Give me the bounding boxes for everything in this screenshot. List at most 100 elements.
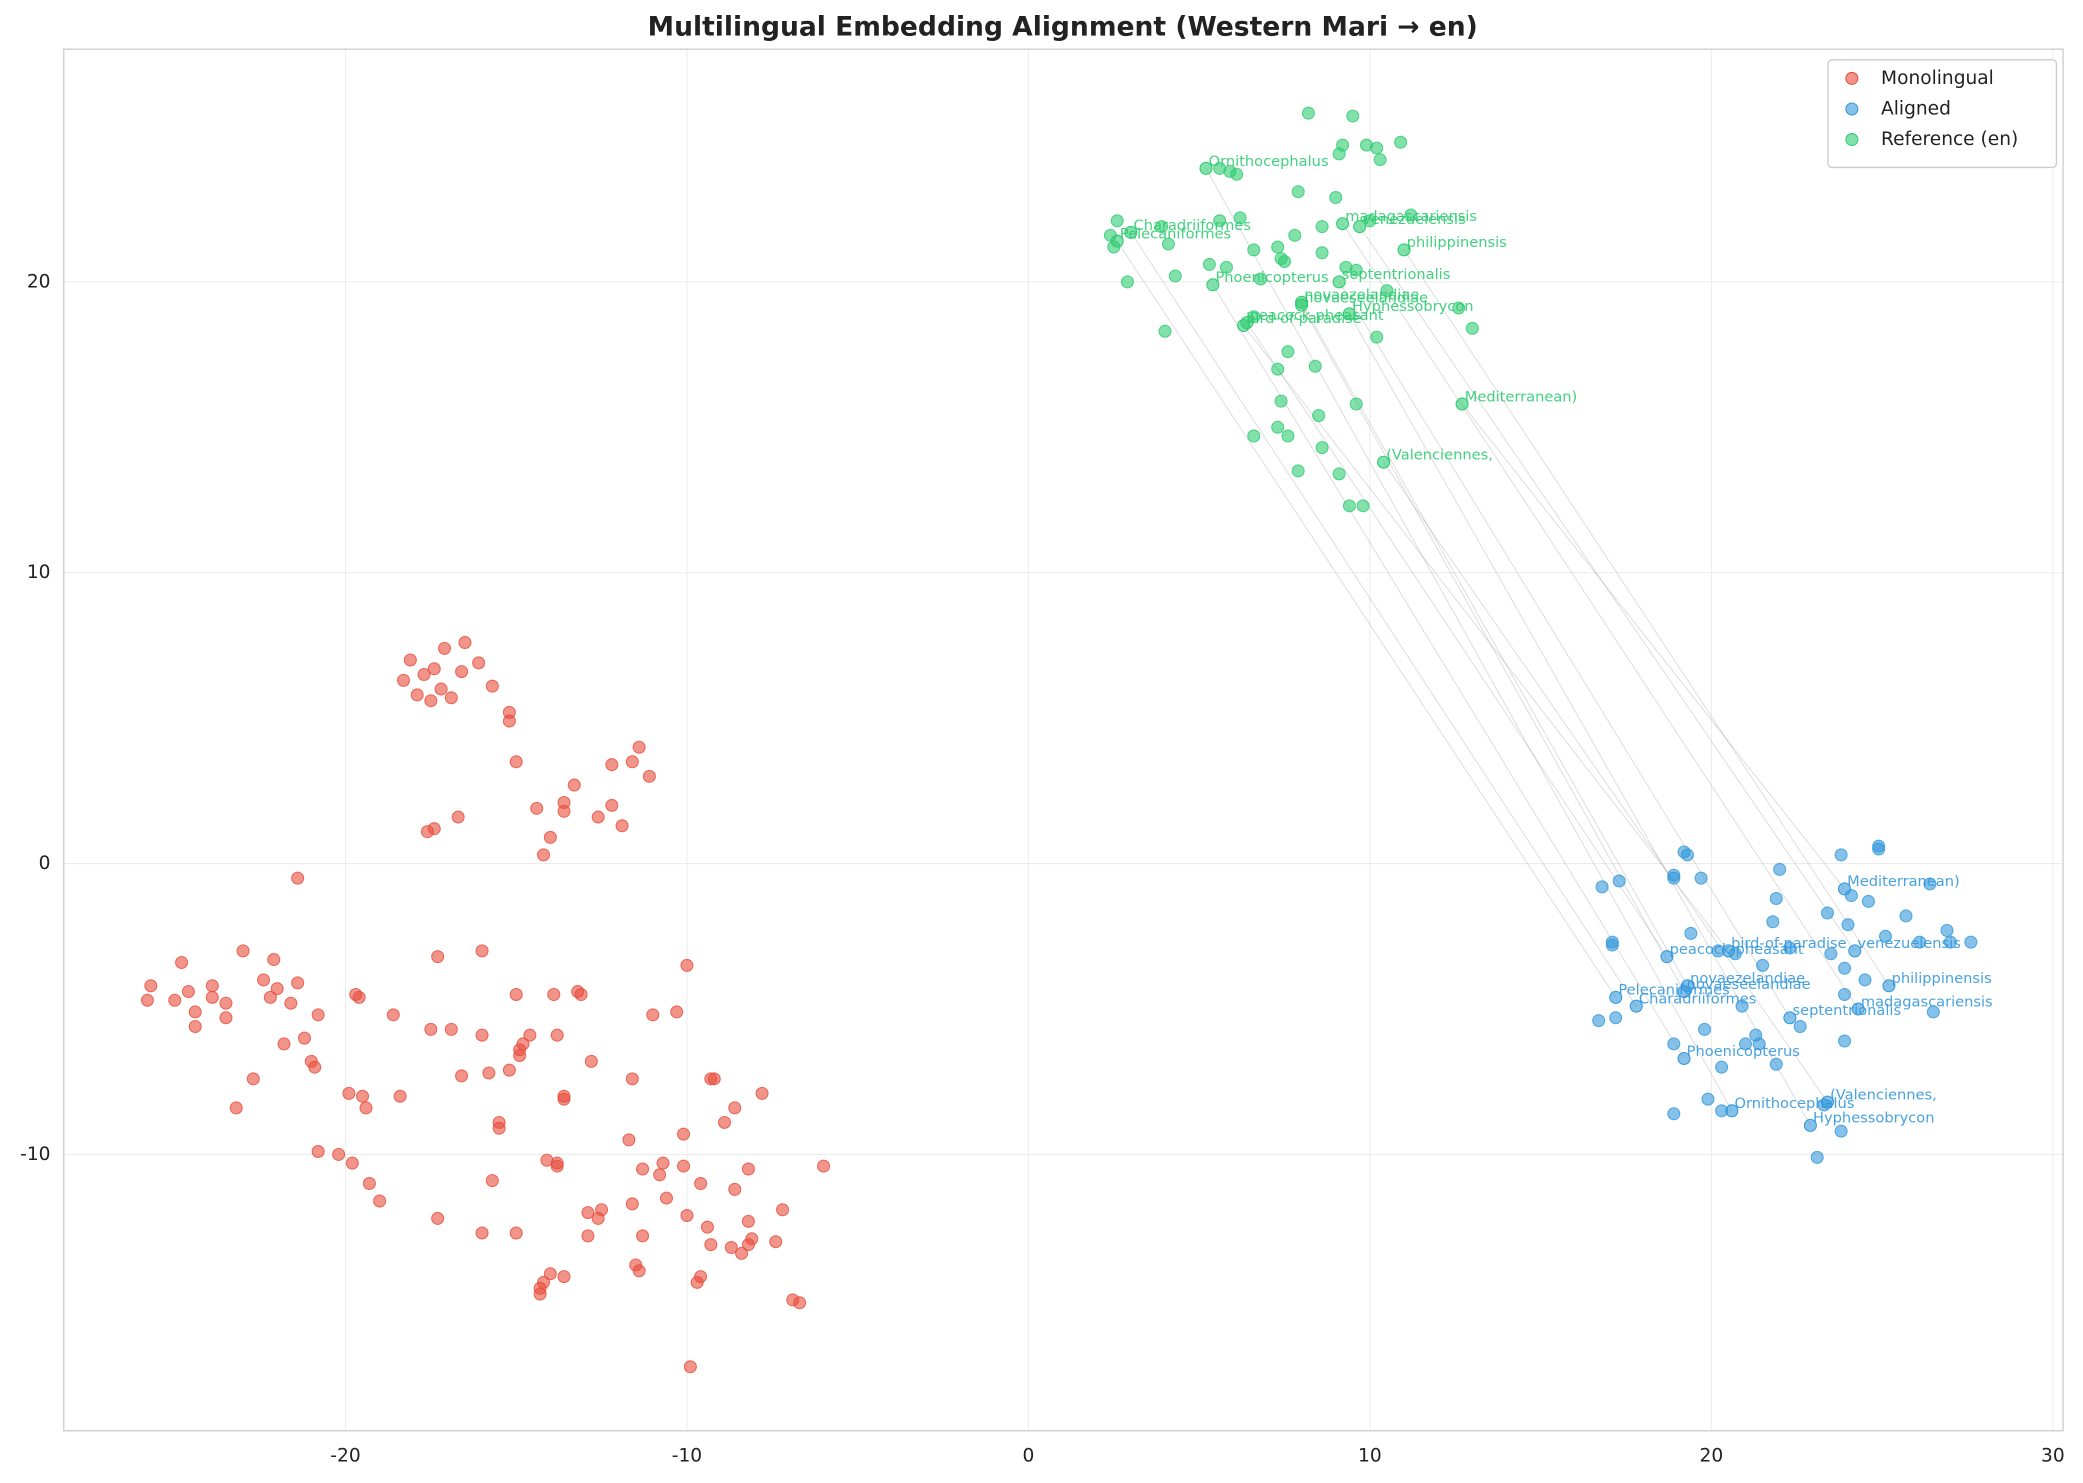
- point: [1605, 938, 1619, 952]
- point: [1769, 1057, 1783, 1071]
- reference-label: Phoenicopterus: [1215, 269, 1328, 286]
- point: [1254, 272, 1268, 286]
- point: [188, 1019, 202, 1033]
- reference-point: [1353, 220, 1367, 234]
- connection-line: [1116, 240, 1617, 998]
- reference-label: (Valenciennes,: [1386, 447, 1493, 464]
- point: [557, 1089, 571, 1103]
- point: [509, 987, 523, 1001]
- reference-point: [1342, 307, 1356, 321]
- point: [1964, 935, 1978, 949]
- point: [1612, 874, 1626, 888]
- point: [1233, 211, 1247, 225]
- point: [219, 1011, 233, 1025]
- point: [1841, 918, 1855, 932]
- point: [1394, 135, 1408, 149]
- point: [543, 1267, 557, 1281]
- reference-label: Hyphessobrycon: [1352, 298, 1473, 315]
- aligned-label: Hyphessobrycon: [1813, 1110, 1934, 1127]
- point: [1202, 257, 1216, 271]
- aligned-label: Pelecaniformes: [1618, 982, 1729, 999]
- aligned-label: novaezelandiae: [1690, 970, 1805, 987]
- point: [236, 944, 250, 958]
- y-tick-label: 0: [39, 853, 51, 874]
- reference-label: philippinensis: [1407, 234, 1507, 251]
- point: [694, 1270, 708, 1284]
- plot-frame: [63, 48, 2064, 1432]
- x-tick-label: 20: [1700, 1446, 1724, 1467]
- point: [1404, 208, 1418, 222]
- point: [615, 819, 629, 833]
- point: [1346, 109, 1360, 123]
- annotations: Mediterranean) Mediterranean) (Valencienne…: [1120, 153, 1993, 1127]
- point: [1926, 1005, 1940, 1019]
- aligned-point: [1838, 882, 1852, 896]
- y-tick-label: -10: [20, 1144, 50, 1165]
- reference-point: [1332, 275, 1346, 289]
- point: [205, 990, 219, 1004]
- point: [622, 1133, 636, 1147]
- point: [659, 1191, 673, 1205]
- reference-label: novaezelandiae: [1304, 287, 1419, 304]
- point: [444, 691, 458, 705]
- point: [533, 1287, 547, 1301]
- point: [424, 1022, 438, 1036]
- point: [1213, 214, 1227, 228]
- aligned-label: bird-of-paradise: [1731, 935, 1847, 952]
- point: [1609, 1011, 1623, 1025]
- point: [1370, 330, 1384, 344]
- point: [458, 636, 472, 650]
- point: [680, 958, 694, 972]
- aligned-point: [1803, 1118, 1817, 1132]
- point: [332, 1147, 346, 1161]
- point: [431, 1211, 445, 1225]
- point: [1793, 1019, 1807, 1033]
- reference-label: Pelecaniformes: [1120, 225, 1231, 242]
- y-tick-label: 10: [27, 562, 51, 583]
- legend-box: [1827, 59, 2058, 169]
- reference-point: [1199, 161, 1213, 175]
- point: [1824, 947, 1838, 961]
- reference-label: Mediterranean): [1465, 388, 1578, 405]
- point: [1899, 909, 1913, 923]
- aligned-label: (Valenciennes,: [1830, 1086, 1937, 1103]
- point: [1667, 871, 1681, 885]
- point: [229, 1101, 243, 1115]
- point: [455, 665, 469, 679]
- reference-point: [1455, 397, 1469, 411]
- reference-label: venezuelensis: [1362, 211, 1465, 228]
- point: [516, 1037, 530, 1051]
- point: [475, 1028, 489, 1042]
- point: [144, 979, 158, 993]
- legend-marker: [1845, 133, 1859, 147]
- connection-line: [1243, 325, 1729, 952]
- point: [745, 1232, 759, 1246]
- point: [1230, 167, 1244, 181]
- aligned-point: [1820, 1095, 1834, 1109]
- point: [1370, 141, 1384, 155]
- point: [284, 996, 298, 1010]
- point: [1838, 1034, 1852, 1048]
- point: [595, 1203, 609, 1217]
- legend-label: Monolingual: [1881, 68, 1994, 89]
- x-tick-label: -20: [330, 1446, 360, 1467]
- reference-label: novaeseelandiae: [1304, 289, 1428, 306]
- point: [308, 1060, 322, 1074]
- aligned-label: Phoenicopterus: [1687, 1043, 1800, 1060]
- point: [362, 1177, 376, 1191]
- reference-point: [1206, 278, 1220, 292]
- point: [1810, 1150, 1824, 1164]
- point: [646, 1008, 660, 1022]
- connection-line: [1461, 403, 1845, 890]
- point: [656, 1156, 670, 1170]
- aligned-label: philippinensis: [1892, 970, 1992, 987]
- point: [1738, 1037, 1753, 1051]
- point: [1913, 935, 1927, 949]
- point: [502, 714, 516, 728]
- point: [1715, 1060, 1729, 1074]
- point: [492, 1121, 506, 1135]
- point: [168, 993, 182, 1007]
- point: [1752, 1037, 1766, 1051]
- point: [1940, 923, 1954, 937]
